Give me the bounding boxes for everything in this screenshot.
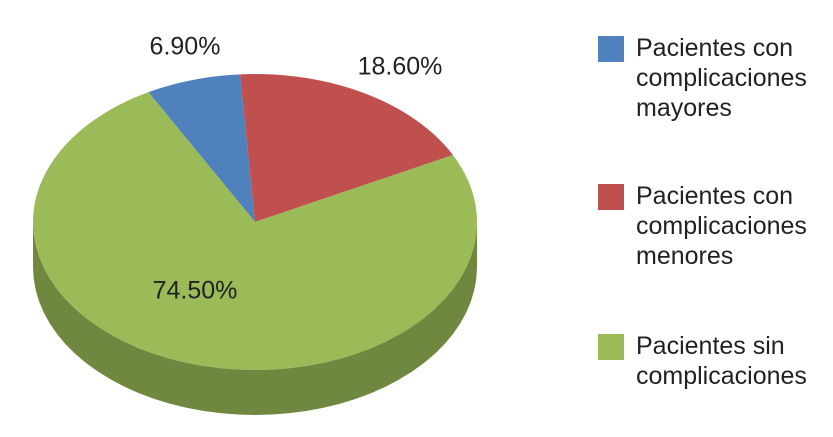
legend-swatch	[598, 184, 624, 210]
value-label: 6.90%	[150, 33, 221, 61]
legend-swatch	[598, 334, 624, 360]
legend-label: Pacientes con complicaciones menores	[636, 182, 807, 270]
pie-sides	[33, 222, 477, 415]
pie-slice	[33, 92, 477, 370]
pie-slice	[148, 74, 255, 223]
legend-swatch	[598, 36, 624, 62]
value-label: 18.60%	[358, 53, 443, 81]
pie-side	[33, 222, 477, 415]
legend-label: Pacientes con complicaciones mayores	[636, 34, 807, 122]
value-label: 74.50%	[153, 277, 238, 305]
legend-label: Pacientes sin complicaciones	[636, 332, 807, 390]
pie-slice	[240, 74, 453, 222]
